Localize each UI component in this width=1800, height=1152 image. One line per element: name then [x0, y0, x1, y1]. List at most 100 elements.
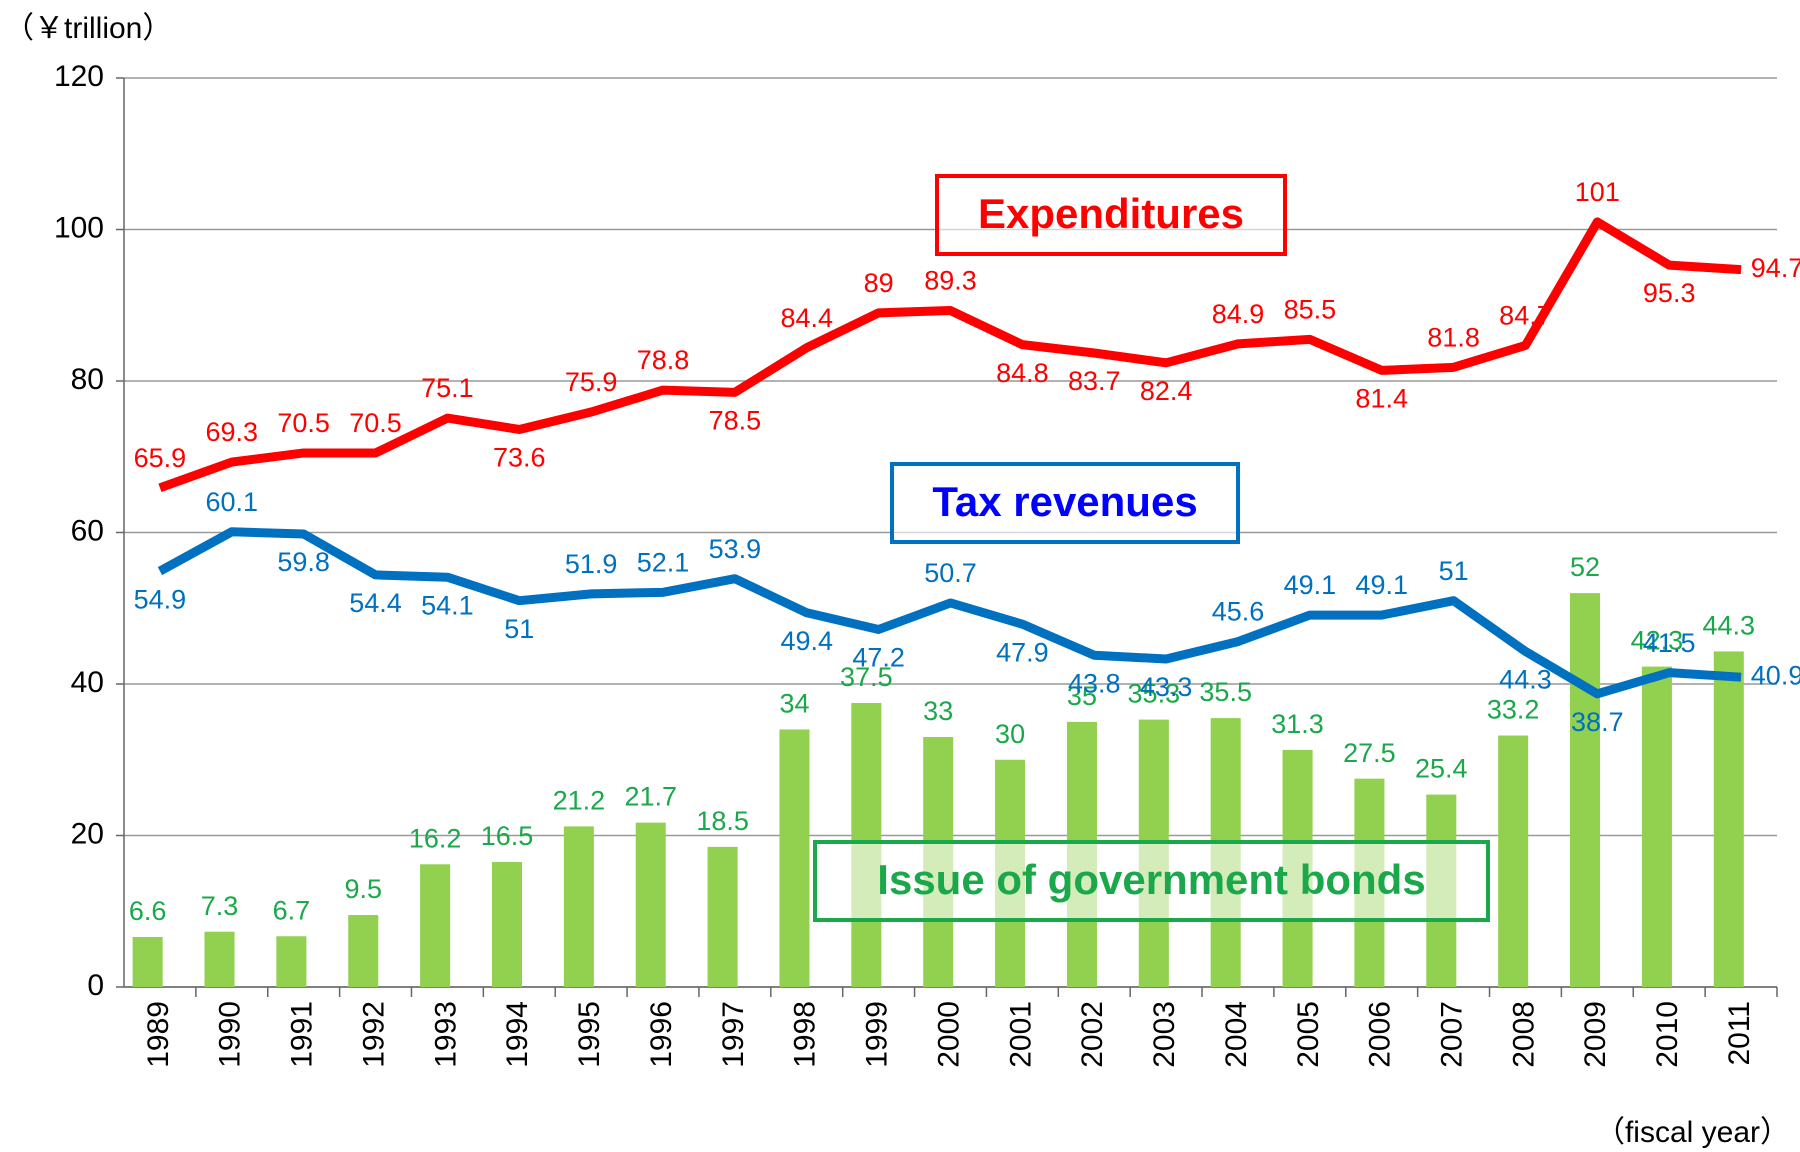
y-tick-label: 60: [71, 514, 104, 547]
data-label: 45.6: [1212, 597, 1265, 627]
data-label: 33.2: [1487, 695, 1540, 725]
data-label: 89.3: [924, 266, 977, 296]
line: [157, 527, 1742, 699]
data-label: 75.9: [565, 367, 618, 397]
legend-box: [890, 462, 1240, 544]
data-label: 43.8: [1068, 668, 1121, 698]
data-label: 41.5: [1643, 628, 1696, 658]
x-tick-label: 1990: [214, 1001, 247, 1068]
data-label: 85.5: [1284, 294, 1337, 324]
data-label: 78.8: [637, 345, 690, 375]
data-label: 49.1: [1355, 570, 1408, 600]
data-label: 51: [504, 614, 534, 644]
data-label: 84.4: [780, 303, 833, 333]
data-label: 81.8: [1427, 322, 1480, 352]
x-tick-label: 2004: [1220, 1001, 1253, 1068]
data-label: 33: [923, 696, 953, 726]
data-label: 94.7: [1751, 253, 1800, 283]
data-label: 51.9: [565, 549, 618, 579]
data-label: 44.3: [1499, 665, 1552, 695]
bar: [779, 729, 810, 987]
data-label: 31.3: [1271, 709, 1324, 739]
x-tick-label: 1995: [573, 1001, 606, 1068]
data-label: 40.9: [1751, 660, 1800, 690]
data-label: 95.3: [1643, 278, 1696, 308]
data-label: 84.9: [1212, 299, 1265, 329]
x-tick-label: 2003: [1148, 1001, 1181, 1068]
data-label: 59.8: [277, 547, 330, 577]
data-label: 60.1: [206, 487, 259, 517]
data-label: 21.2: [553, 786, 606, 816]
x-tick-label: 2010: [1651, 1001, 1684, 1068]
data-label: 54.4: [349, 588, 402, 618]
bar: [491, 862, 523, 987]
x-tick-label: 1999: [861, 1001, 894, 1068]
data-label: 89: [864, 268, 894, 298]
data-label: 65.9: [134, 443, 187, 473]
data-label: 34: [779, 689, 809, 719]
bar: [563, 826, 594, 987]
data-label: 75.1: [421, 373, 474, 403]
legend-label: Tax revenues: [932, 478, 1197, 525]
x-tick-label: 2001: [1004, 1001, 1037, 1068]
data-label: 35: [1067, 681, 1097, 711]
data-label: 49.1: [1284, 570, 1337, 600]
data-label: 52.1: [637, 547, 690, 577]
x-tick-label: 2007: [1436, 1001, 1469, 1068]
x-tick-label: 1998: [789, 1001, 822, 1068]
x-tick-label: 2005: [1292, 1001, 1325, 1068]
x-tick-label: 2008: [1507, 1001, 1540, 1068]
data-label: 30: [995, 719, 1025, 749]
data-label: 83.7: [1068, 366, 1121, 396]
bar: [635, 822, 666, 987]
x-tick-label: 1994: [501, 1001, 534, 1068]
data-label: 84.8: [996, 358, 1049, 388]
data-label: 101: [1575, 177, 1620, 207]
data-label: 69.3: [206, 417, 259, 447]
data-label: 25.4: [1415, 754, 1468, 784]
y-tick-label: 0: [87, 969, 104, 1002]
data-label: 73.6: [493, 443, 546, 473]
bar: [132, 937, 163, 987]
data-label: 52: [1570, 552, 1600, 582]
data-label: 51: [1439, 556, 1469, 586]
legend-box: [935, 174, 1287, 256]
data-label: 78.5: [709, 405, 762, 435]
y-tick-label: 20: [71, 817, 104, 850]
x-tick-label: 1996: [645, 1001, 678, 1068]
data-label: 35.3: [1128, 679, 1181, 709]
data-label: 21.7: [624, 782, 677, 812]
bar: [707, 846, 738, 987]
data-label: 44.3: [1702, 611, 1755, 641]
x-tick-label: 2011: [1723, 1001, 1756, 1066]
line: [158, 217, 1742, 493]
data-label: 35.5: [1199, 677, 1252, 707]
legend-label: Issue of government bonds: [877, 856, 1425, 903]
x-axis-label: （fiscal year）: [1595, 1116, 1790, 1149]
x-tick-label: 1997: [717, 1001, 750, 1068]
y-tick-label: 40: [71, 666, 104, 699]
bar: [204, 931, 235, 987]
bar: [1641, 666, 1672, 987]
data-label: 54.1: [421, 590, 474, 620]
data-label: 7.3: [201, 891, 239, 921]
data-label: 50.7: [924, 558, 977, 588]
x-tick-label: 2000: [932, 1001, 965, 1068]
data-label: 49.4: [780, 626, 833, 656]
x-tick-label: 2006: [1364, 1001, 1397, 1068]
data-label: 9.5: [344, 874, 382, 904]
legend-box: [813, 840, 1490, 922]
data-label: 84.7: [1499, 301, 1552, 331]
data-label: 16.5: [481, 821, 534, 851]
data-label: 81.4: [1355, 384, 1408, 414]
y-tick-label: 100: [54, 211, 104, 244]
bar: [1498, 735, 1529, 987]
bar: [420, 864, 451, 987]
bar: [348, 915, 379, 987]
data-label: 53.9: [709, 534, 762, 564]
y-tick-label: 80: [71, 363, 104, 396]
data-label: 18.5: [696, 806, 749, 836]
legend-label: Expenditures: [978, 190, 1244, 237]
data-label: 27.5: [1343, 738, 1396, 768]
